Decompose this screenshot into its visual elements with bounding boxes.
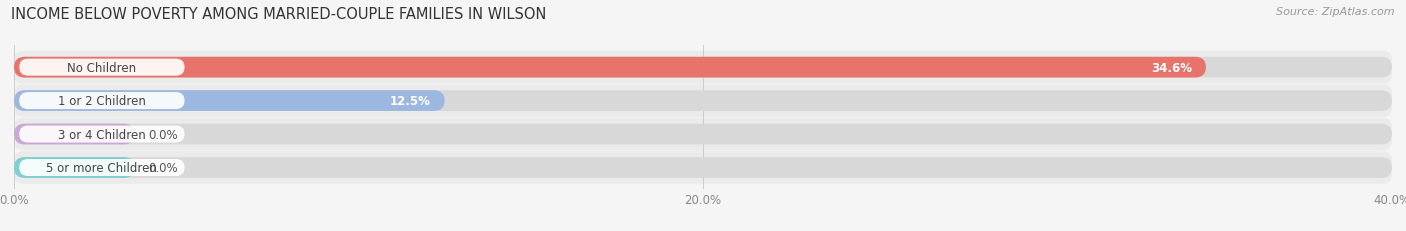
FancyBboxPatch shape <box>14 58 1206 78</box>
Text: 34.6%: 34.6% <box>1152 61 1192 74</box>
Text: INCOME BELOW POVERTY AMONG MARRIED-COUPLE FAMILIES IN WILSON: INCOME BELOW POVERTY AMONG MARRIED-COUPL… <box>11 7 547 22</box>
Text: No Children: No Children <box>67 61 136 74</box>
FancyBboxPatch shape <box>14 152 1392 184</box>
Text: Source: ZipAtlas.com: Source: ZipAtlas.com <box>1277 7 1395 17</box>
FancyBboxPatch shape <box>14 58 1392 78</box>
FancyBboxPatch shape <box>20 93 184 110</box>
Text: 3 or 4 Children: 3 or 4 Children <box>58 128 146 141</box>
FancyBboxPatch shape <box>14 158 135 178</box>
FancyBboxPatch shape <box>14 85 1392 118</box>
Text: 1 or 2 Children: 1 or 2 Children <box>58 95 146 108</box>
FancyBboxPatch shape <box>20 159 184 176</box>
FancyBboxPatch shape <box>14 118 1392 151</box>
FancyBboxPatch shape <box>14 124 135 145</box>
Text: 12.5%: 12.5% <box>389 95 430 108</box>
FancyBboxPatch shape <box>14 158 1392 178</box>
Text: 0.0%: 0.0% <box>149 128 179 141</box>
FancyBboxPatch shape <box>20 126 184 143</box>
Text: 0.0%: 0.0% <box>149 161 179 174</box>
FancyBboxPatch shape <box>14 52 1392 84</box>
FancyBboxPatch shape <box>14 124 1392 145</box>
FancyBboxPatch shape <box>14 91 1392 112</box>
FancyBboxPatch shape <box>20 59 184 76</box>
Text: 5 or more Children: 5 or more Children <box>46 161 157 174</box>
FancyBboxPatch shape <box>14 91 444 112</box>
